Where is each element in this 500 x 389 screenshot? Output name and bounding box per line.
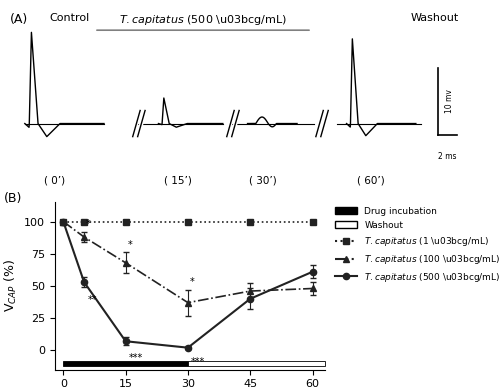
Text: ( 15’): ( 15’) bbox=[164, 175, 192, 185]
Text: ***: *** bbox=[129, 353, 143, 363]
Text: **: ** bbox=[88, 295, 97, 305]
Text: *: * bbox=[86, 219, 91, 229]
Text: ( 0’): ( 0’) bbox=[44, 175, 65, 185]
Bar bbox=[64, 361, 188, 366]
Text: ***: *** bbox=[191, 357, 206, 367]
Text: *: * bbox=[128, 240, 132, 250]
Bar bbox=[188, 361, 325, 366]
Legend: Drug incubation, Washout, $\it{T. capitatus}$ (1 \u03bcg/mL), $\it{T. capitatus}: Drug incubation, Washout, $\it{T. capita… bbox=[334, 207, 500, 284]
Text: (B): (B) bbox=[4, 192, 22, 205]
Text: ( 60’): ( 60’) bbox=[358, 175, 385, 185]
Text: $\it{T. capitatus}$ (500 \u03bcg/mL): $\it{T. capitatus}$ (500 \u03bcg/mL) bbox=[119, 13, 287, 27]
Text: Washout: Washout bbox=[411, 13, 459, 23]
Text: Control: Control bbox=[50, 13, 90, 23]
Text: *: * bbox=[190, 277, 195, 287]
Y-axis label: V$_{CAP}$ (%): V$_{CAP}$ (%) bbox=[2, 259, 18, 312]
Text: 2 ms: 2 ms bbox=[438, 152, 457, 161]
Text: 10 mv: 10 mv bbox=[444, 89, 454, 113]
Text: (A): (A) bbox=[10, 13, 28, 26]
Text: ( 30’): ( 30’) bbox=[248, 175, 276, 185]
